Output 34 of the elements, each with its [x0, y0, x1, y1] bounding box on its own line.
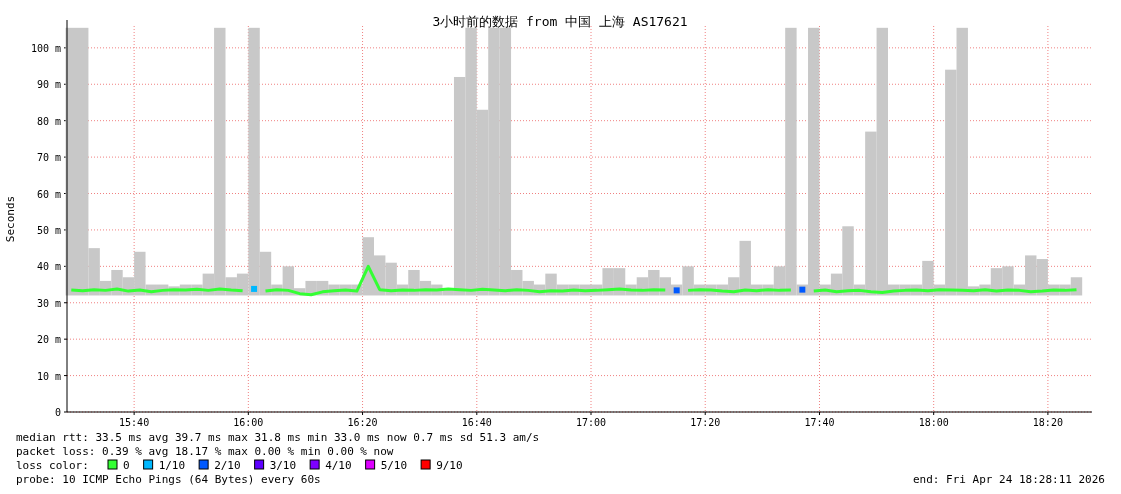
x-tick-label: 17:20 — [690, 417, 721, 428]
y-tick-label: 10 m — [36, 370, 61, 382]
y-tick-label: 100 m — [30, 42, 61, 54]
x-tick-label: 17:40 — [804, 417, 835, 428]
legend-label: 0 — [123, 459, 130, 472]
y-tick-label: 90 m — [36, 79, 61, 91]
legend-label: 2/10 — [214, 459, 241, 472]
y-tick-label: 60 m — [36, 188, 61, 200]
x-tick-label: 16:40 — [461, 417, 492, 428]
y-tick-label: 20 m — [36, 334, 61, 346]
legend-label: 9/10 — [436, 459, 463, 472]
legend-label: 3/10 — [269, 459, 297, 472]
y-tick-label: 0 — [54, 407, 61, 418]
y-tick-label: 70 m — [36, 152, 61, 164]
text: loss color: — [16, 459, 89, 472]
x-tick-label: 18:00 — [918, 417, 949, 428]
y-axis-title: Seconds — [4, 195, 17, 243]
text: median rtt: 33.5 ms avg 39.7 ms max 31.8 ms min 33.0 ms now 0.7 ms sd 51.3 am/s — [16, 431, 540, 444]
y-tick-label: 30 m — [36, 297, 61, 309]
y-tick-label: 40 m — [36, 261, 61, 273]
legend-label: 4/10 — [325, 459, 352, 472]
x-tick-label: 17:00 — [575, 417, 607, 428]
legend-label: 5/10 — [380, 459, 408, 472]
text: packet loss: 0.39 % avg 18.17 % max 0.00 % min 0.00 % now — [16, 445, 394, 458]
x-tick-label: 16:00 — [233, 417, 264, 428]
text: end: Fri Apr 24 18:28:11 2026 — [912, 473, 1105, 486]
x-tick-label: 15:40 — [119, 417, 150, 428]
x-tick-label: 18:20 — [1032, 417, 1063, 428]
y-tick-label: 80 m — [36, 115, 61, 127]
x-tick-label: 16:20 — [347, 417, 378, 428]
legend-label: 1/10 — [158, 459, 186, 472]
y-tick-label: 50 m — [36, 224, 61, 236]
chart-title: 3小时前的数据 from 中国 上海 AS17621 — [432, 14, 688, 29]
text: probe: 10 ICMP Echo Pings (64 Bytes) every 60s — [16, 473, 321, 486]
